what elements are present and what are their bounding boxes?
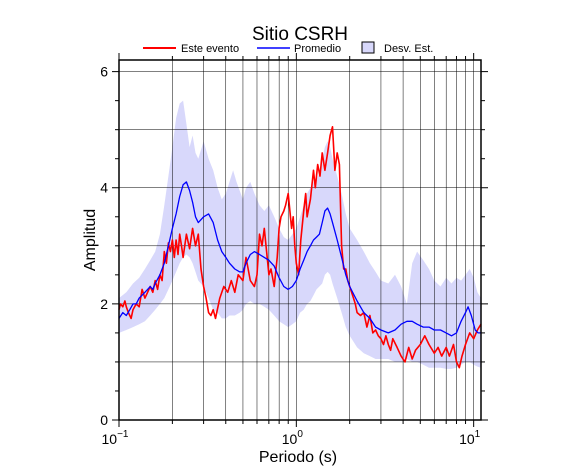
axes: 10−1 100 101 0 2 4 6	[100, 53, 488, 447]
y-tick-label: 2	[100, 296, 108, 312]
y-tick-label: 6	[100, 64, 108, 80]
plot-area	[118, 60, 482, 420]
series-line-este-evento	[118, 126, 482, 369]
y-tick-label: 4	[100, 180, 108, 196]
x-tick-label: 10−1	[102, 429, 129, 447]
legend-label-desv-est: Desv. Est.	[384, 43, 433, 55]
legend-swatch-desv-est	[361, 41, 375, 54]
chart-title: Sitio CSRH	[252, 24, 348, 45]
legend: Este evento Promedio Desv. Est.	[143, 41, 433, 55]
y-axis-title: Amplitud	[82, 209, 99, 271]
plot-frame	[118, 59, 482, 421]
x-axis-title: Periodo (s)	[259, 449, 337, 466]
series-line-promedio	[118, 181, 481, 337]
x-tick-label: 101	[459, 429, 481, 447]
legend-label-este-evento: Este evento	[181, 43, 239, 55]
legend-label-promedio: Promedio	[294, 43, 341, 55]
y-tick-label: 0	[100, 412, 108, 428]
x-tick-label: 100	[282, 429, 304, 447]
band-desv-est	[119, 100, 481, 369]
